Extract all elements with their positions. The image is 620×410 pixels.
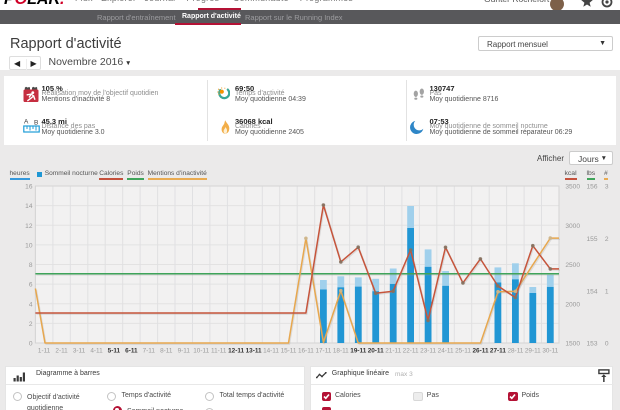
svg-text:13-11: 13-11	[246, 348, 262, 355]
svg-text:4: 4	[29, 301, 33, 308]
svg-text:2500: 2500	[565, 262, 580, 269]
svg-text:2000: 2000	[565, 301, 580, 308]
svg-text:17-11: 17-11	[315, 348, 331, 355]
svg-text:27-11: 27-11	[490, 348, 506, 355]
svg-text:12: 12	[25, 223, 33, 230]
svg-text:28-11: 28-11	[507, 348, 523, 355]
svg-text:9-11: 9-11	[178, 348, 191, 355]
svg-text:0: 0	[605, 341, 609, 348]
svg-text:8: 8	[29, 262, 33, 269]
svg-text:2: 2	[29, 321, 33, 328]
svg-text:155: 155	[586, 236, 597, 243]
svg-text:A: A	[24, 119, 29, 126]
svg-text:24-11: 24-11	[438, 348, 454, 355]
svg-text:1: 1	[605, 288, 609, 295]
svg-text:2-11: 2-11	[55, 348, 68, 355]
svg-text:3: 3	[605, 184, 609, 191]
svg-text:30-11: 30-11	[542, 348, 558, 355]
svg-text:23-11: 23-11	[420, 348, 436, 355]
svg-text:16-11: 16-11	[298, 348, 314, 355]
svg-text:15-11: 15-11	[281, 348, 297, 355]
svg-text:153: 153	[586, 341, 597, 348]
svg-text:4-11: 4-11	[90, 348, 103, 355]
svg-text:22-11: 22-11	[403, 348, 419, 355]
svg-text:14: 14	[25, 203, 33, 210]
svg-text:2: 2	[605, 236, 609, 243]
svg-text:3000: 3000	[565, 223, 580, 230]
svg-text:154: 154	[586, 288, 597, 295]
svg-text:10-11: 10-11	[193, 348, 209, 355]
svg-text:14-11: 14-11	[263, 348, 279, 355]
svg-text:5-11: 5-11	[108, 348, 121, 355]
svg-text:8-11: 8-11	[160, 348, 173, 355]
svg-text:29-11: 29-11	[525, 348, 541, 355]
svg-text:19-11: 19-11	[350, 348, 366, 355]
svg-text:1500: 1500	[565, 341, 580, 348]
svg-text:11-11: 11-11	[211, 348, 227, 355]
svg-text:10: 10	[25, 243, 33, 250]
svg-text:6: 6	[29, 282, 33, 289]
svg-text:0: 0	[29, 341, 33, 348]
svg-text:21-11: 21-11	[385, 348, 401, 355]
svg-text:3500: 3500	[565, 184, 580, 191]
svg-text:25-11: 25-11	[455, 348, 471, 355]
svg-text:1-11: 1-11	[38, 348, 51, 355]
svg-text:16: 16	[25, 184, 33, 191]
svg-text:12-11: 12-11	[228, 348, 244, 355]
svg-text:156: 156	[586, 184, 597, 191]
svg-text:20-11: 20-11	[368, 348, 384, 355]
svg-text:26-11: 26-11	[473, 348, 489, 355]
svg-text:6-11: 6-11	[125, 348, 138, 355]
svg-text:3-11: 3-11	[73, 348, 86, 355]
svg-text:B: B	[34, 120, 38, 127]
svg-text:7-11: 7-11	[143, 348, 156, 355]
svg-text:18-11: 18-11	[333, 348, 349, 355]
